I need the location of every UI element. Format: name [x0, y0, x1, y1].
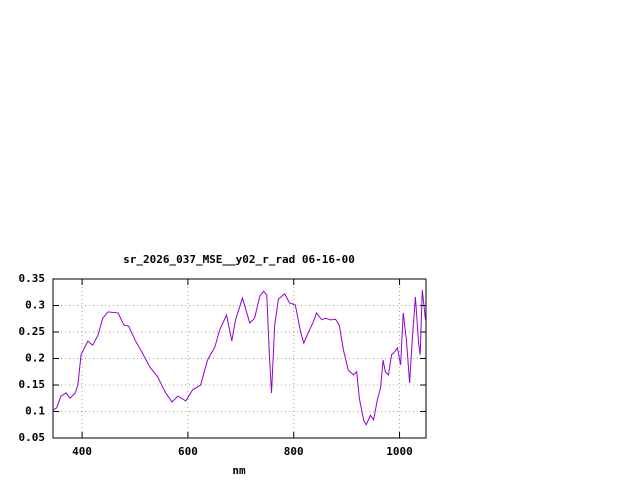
y-tick-label: 0.25: [19, 325, 46, 338]
y-tick-label: 0.3: [25, 299, 45, 312]
x-tick-label: 1000: [386, 445, 413, 458]
x-axis-label: nm: [232, 464, 246, 477]
x-tick-label: 600: [178, 445, 198, 458]
y-tick-label: 0.1: [25, 405, 45, 418]
plot-frame: [52, 278, 427, 439]
y-tick-label: 0.2: [25, 352, 45, 365]
x-tick-label: 800: [284, 445, 304, 458]
data-line: [52, 290, 426, 426]
y-tick-label: 0.35: [19, 272, 46, 285]
y-tick-label: 0.15: [19, 378, 46, 391]
x-tick-label: 400: [72, 445, 92, 458]
chart-title: sr_2026_037_MSE__y02_r_rad 06-16-00: [123, 253, 355, 266]
y-tick-label: 0.05: [19, 431, 46, 444]
